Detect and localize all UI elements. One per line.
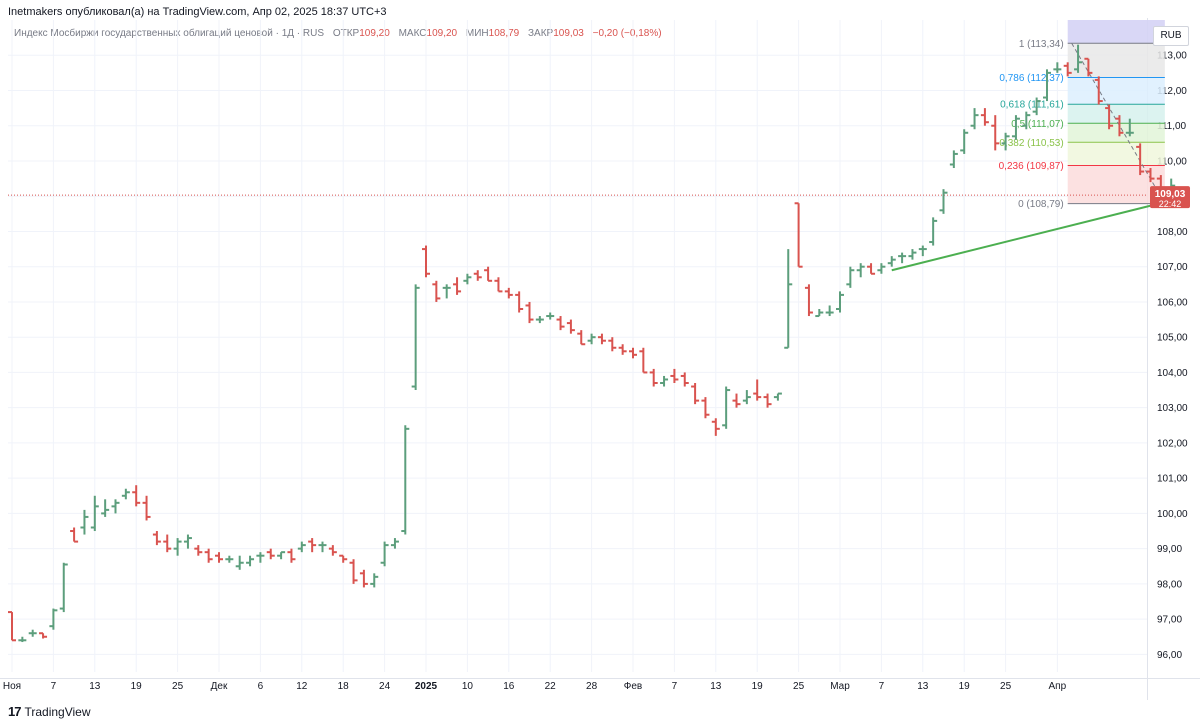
x-tick-label: Мар	[830, 681, 850, 692]
fib-level-label: 0,236 (109,87)	[999, 161, 1064, 172]
x-tick-label: Ноя	[3, 681, 21, 692]
y-tick-label: 112,00	[1157, 86, 1187, 97]
fib-band	[1067, 123, 1165, 143]
fib-band	[1067, 104, 1165, 124]
fib-band	[1067, 43, 1165, 78]
low-label: МИН	[465, 28, 489, 39]
y-tick-label: 100,00	[1157, 509, 1188, 520]
fib-band	[1067, 77, 1165, 105]
x-tick-label: Фев	[624, 681, 642, 692]
x-tick-label: 24	[379, 681, 391, 692]
publisher-header: Inetmakers опубликовал(а) на TradingView…	[8, 6, 387, 18]
fib-level-label: 0,382 (110,53)	[999, 138, 1063, 149]
y-tick-label: 99,00	[1157, 544, 1182, 555]
y-tick-label: 105,00	[1157, 333, 1188, 344]
close-value: 109,03	[553, 28, 584, 39]
x-tick-label: 25	[1000, 681, 1012, 692]
x-tick-label: 18	[338, 681, 350, 692]
x-tick-label: 19	[752, 681, 764, 692]
x-tick-label: 22	[545, 681, 557, 692]
y-tick-label: 107,00	[1157, 262, 1188, 273]
tradingview-brand: TradingView	[24, 704, 91, 719]
x-tick-label: 12	[296, 681, 308, 692]
open-label: ОТКР	[332, 28, 360, 39]
x-tick-label: 7	[51, 681, 57, 692]
fib-level-label: 0 (108,79)	[1018, 199, 1064, 210]
y-tick-label: 102,00	[1157, 438, 1188, 449]
x-tick-label: 13	[917, 681, 929, 692]
x-tick-label: 7	[879, 681, 885, 692]
close-label: ЗАКР	[528, 28, 554, 39]
fib-trend-line	[1071, 43, 1166, 204]
x-tick-label: Апр	[1049, 681, 1067, 692]
fib-level-label: 1 (113,34)	[1019, 39, 1064, 50]
y-tick-label: 106,00	[1157, 297, 1188, 308]
symbol-name: Индекс Мосбиржи государственных облигаци…	[14, 28, 325, 39]
high-label: МАКС	[398, 28, 427, 39]
change-value: −0,20 (−0,18%)	[592, 28, 662, 39]
x-tick-label: 13	[710, 681, 722, 692]
last-price-label-bg	[1150, 186, 1190, 209]
y-tick-label: 108,00	[1157, 227, 1188, 238]
last-price-label: 109,03	[1155, 189, 1186, 200]
x-tick-label: 7	[672, 681, 678, 692]
y-tick-label: 101,00	[1157, 474, 1188, 485]
x-tick-label: 6	[258, 681, 264, 692]
x-tick-label: 25	[793, 681, 805, 692]
trend-line	[891, 197, 1182, 272]
currency-selector[interactable]: RUB	[1153, 26, 1189, 46]
y-tick-label: 110,00	[1157, 156, 1187, 167]
x-tick-label: 19	[131, 681, 143, 692]
y-tick-label: 111,00	[1157, 121, 1187, 132]
fib-band	[1067, 20, 1165, 44]
high-value: 109,20	[426, 28, 458, 39]
open-value: 109,20	[359, 28, 390, 39]
y-tick-label: 113,00	[1157, 51, 1187, 62]
tradingview-logo-icon: 17	[8, 704, 22, 719]
x-tick-label: 2025	[415, 681, 438, 692]
low-value: 108,79	[488, 28, 520, 39]
y-tick-label: 104,00	[1157, 368, 1188, 379]
tradingview-logo[interactable]: 17 TradingView	[8, 704, 91, 719]
x-tick-label: 16	[503, 681, 515, 692]
y-tick-label: 103,00	[1157, 403, 1188, 414]
x-tick-label: 28	[586, 681, 598, 692]
x-tick-label: 10	[462, 681, 474, 692]
x-tick-label: Дек	[211, 681, 228, 692]
symbol-info-line: Индекс Мосбиржи государственных облигаци…	[14, 28, 662, 39]
y-tick-label: 96,00	[1157, 650, 1182, 661]
x-tick-label: 19	[959, 681, 971, 692]
x-tick-label: 25	[172, 681, 184, 692]
bar-countdown-label: 22:42	[1159, 199, 1182, 209]
fib-band	[1067, 142, 1165, 166]
fib-level-label: 0,5 (111,07)	[1011, 119, 1063, 130]
y-tick-label: 98,00	[1157, 579, 1182, 590]
fib-level-label: 0,618 (111,61)	[1000, 100, 1064, 111]
y-tick-label: 97,00	[1157, 615, 1182, 626]
fib-level-label: 0,786 (112,37)	[999, 73, 1063, 84]
x-tick-label: 13	[89, 681, 101, 692]
